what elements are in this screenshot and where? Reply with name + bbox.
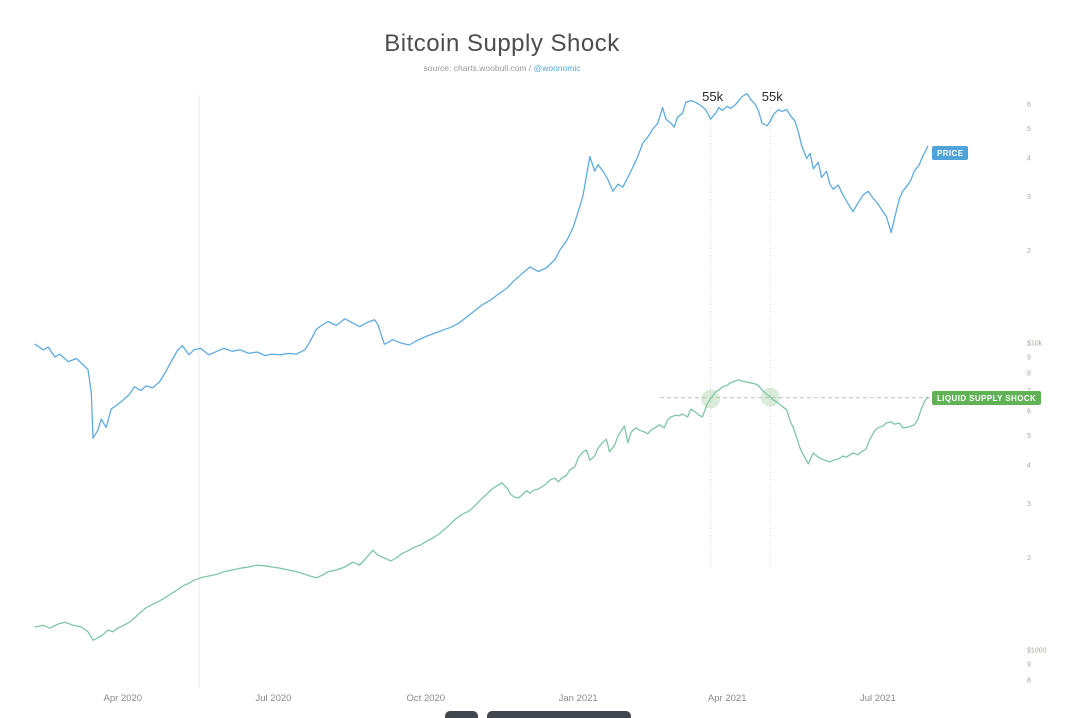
x-axis-tick-label: Oct 2020 (407, 693, 446, 704)
price-series-badge: PRICE (932, 146, 969, 160)
price-axis-tick-label: 4 (1027, 156, 1031, 163)
price-axis-tick-label: 8 (1027, 370, 1031, 377)
footer-button-large[interactable] (487, 711, 631, 718)
price-axis-tick-label: 5 (1027, 126, 1031, 133)
price-axis-tick-label: 9 (1027, 662, 1031, 669)
price-axis-tick-label: 2 (1027, 555, 1031, 562)
x-axis-tick-label: Jul 2021 (860, 693, 896, 704)
price-axis-tick-label: 6 (1027, 102, 1031, 109)
annotation-55k-second: 55k (761, 89, 783, 104)
price-axis-tick-label: $1000 (1027, 648, 1047, 655)
x-axis-tick-label: Jan 2021 (559, 693, 598, 704)
price-axis-tick-label: 8 (1027, 677, 1031, 684)
price-axis-tick-label: $10k (1027, 341, 1043, 348)
price-line (34, 92, 929, 439)
page-title: Bitcoin Supply Shock (384, 30, 620, 57)
price-axis-tick-label: 4 (1027, 463, 1031, 470)
price-axis-tick-label: 3 (1027, 194, 1031, 201)
liquid-supply-shock-line (34, 379, 929, 641)
x-axis-tick-label: Apr 2021 (708, 693, 747, 704)
footer-button-small[interactable] (445, 711, 478, 718)
woonomic-link[interactable]: @woonomic (533, 63, 581, 73)
price-axis-tick-label: 6 (1027, 409, 1031, 416)
x-axis-tick-label: Apr 2020 (103, 693, 142, 704)
price-axis-tick-label: 3 (1027, 501, 1031, 508)
price-axis-tick-label: 2 (1027, 248, 1031, 255)
liquid-supply-shock-badge: LIQUID SUPPLY SHOCK (932, 391, 1042, 405)
price-axis-tick-label: 5 (1027, 433, 1031, 440)
chart-subtitle: source: charts.woobull.com / @woonomic (424, 63, 581, 73)
price-axis-tick-label: 9 (1027, 355, 1031, 362)
source-text: source: charts.woobull.com / (423, 63, 534, 73)
annotation-55k-first: 55k (702, 89, 724, 104)
x-axis-tick-label: Jul 2020 (256, 693, 292, 704)
